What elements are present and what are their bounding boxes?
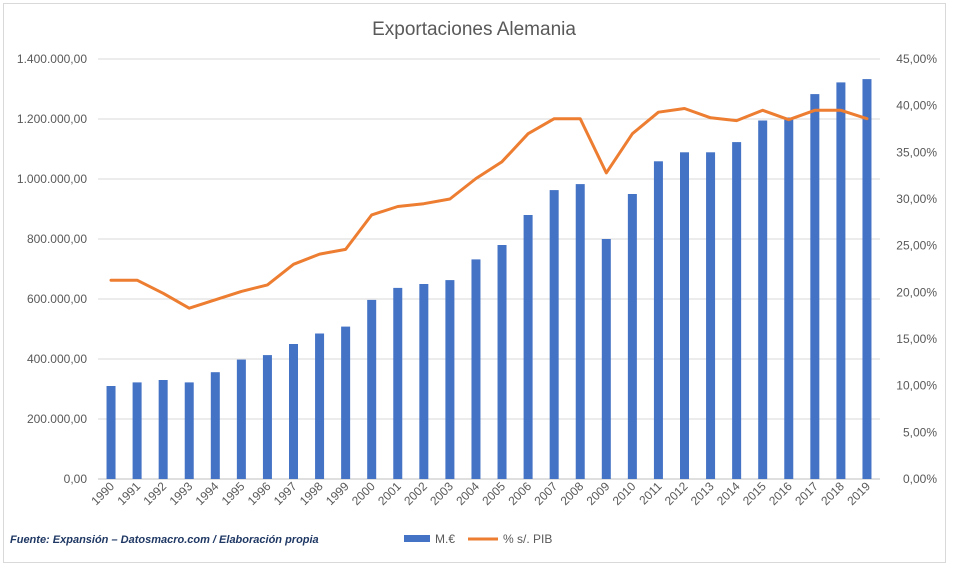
right-tick-label: 5,00%: [903, 425, 937, 439]
legend-bar-swatch: [404, 535, 430, 542]
bar: [862, 79, 872, 479]
bar: [210, 372, 220, 479]
right-tick-label: 40,00%: [896, 99, 937, 113]
right-tick-label: 0,00%: [903, 472, 937, 486]
x-tick-label: 2019: [844, 479, 873, 508]
left-tick-label: 1.000.000,00: [17, 172, 87, 186]
bar: [810, 94, 820, 479]
x-tick-label: 1995: [219, 479, 248, 508]
x-tick-label: 2007: [532, 479, 561, 508]
right-axis: 0,00% 5,00% 10,00% 15,00% 20,00% 25,00% 30,00%…: [896, 52, 937, 486]
x-tick-label: 2004: [453, 479, 482, 508]
bar: [289, 344, 298, 479]
x-tick-label: 2009: [584, 479, 613, 508]
right-tick-label: 20,00%: [896, 285, 937, 299]
right-tick-label: 15,00%: [896, 332, 937, 346]
left-tick-label: 1.400.000,00: [17, 52, 87, 66]
bar: [601, 239, 611, 479]
bar: [732, 142, 742, 479]
bar: [471, 259, 481, 479]
x-tick-label: 2003: [427, 479, 456, 508]
bar: [784, 117, 794, 479]
x-tick-label: 2017: [792, 479, 821, 508]
x-tick-label: 2001: [375, 479, 404, 508]
x-tick-label: 1991: [114, 479, 143, 508]
right-tick-label: 35,00%: [896, 145, 937, 159]
left-tick-label: 200.000,00: [27, 412, 87, 426]
x-tick-label: 2013: [688, 479, 717, 508]
bar: [341, 326, 351, 479]
bar: [680, 152, 689, 480]
bar: [627, 194, 637, 479]
bar: [419, 284, 429, 479]
bar: [393, 287, 403, 479]
x-tick-label: 1999: [323, 479, 352, 508]
right-tick-label: 10,00%: [896, 379, 937, 393]
pib-line: [109, 107, 869, 310]
bar: [706, 152, 716, 480]
line-series: [109, 107, 869, 310]
left-tick-label: 1.200.000,00: [17, 112, 87, 126]
bar: [445, 280, 455, 479]
x-axis: 1990199119921993199419951996199719981999…: [88, 479, 873, 508]
bar: [184, 382, 194, 479]
bar: [158, 380, 168, 479]
bar: [106, 386, 116, 479]
x-tick-label: 1998: [297, 479, 326, 508]
left-tick-label: 600.000,00: [27, 292, 87, 306]
bar-series: [106, 79, 872, 480]
x-tick-label: 1996: [245, 479, 274, 508]
bar: [836, 82, 846, 480]
bar: [262, 355, 272, 479]
bar: [367, 299, 377, 479]
source-note: Fuente: Expansión – Datosmacro.com / Ela…: [10, 534, 319, 546]
legend-bar-label: M.€: [435, 532, 455, 546]
right-tick-label: 30,00%: [896, 192, 937, 206]
x-tick-label: 2015: [740, 479, 769, 508]
left-tick-label: 0,00: [64, 472, 88, 486]
x-tick-label: 2008: [558, 479, 587, 508]
x-tick-label: 2002: [401, 479, 430, 508]
x-tick-label: 1992: [141, 479, 170, 508]
x-tick-label: 1990: [88, 479, 117, 508]
left-axis: 0,00 200.000,00 400.000,00 600.000,00 800.00…: [17, 52, 87, 486]
x-tick-label: 2000: [349, 479, 378, 508]
chart-title: Exportaciones Alemania: [372, 19, 576, 40]
x-tick-label: 1994: [193, 479, 222, 508]
right-tick-label: 45,00%: [896, 52, 937, 66]
x-tick-label: 2016: [766, 479, 795, 508]
left-tick-label: 400.000,00: [27, 352, 87, 366]
bar: [575, 184, 585, 479]
x-tick-label: 2018: [818, 479, 847, 508]
bar: [549, 190, 559, 479]
x-tick-label: 2010: [610, 479, 639, 508]
bar: [653, 161, 663, 480]
x-tick-label: 1993: [167, 479, 196, 508]
x-tick-label: 2012: [662, 479, 691, 508]
x-tick-label: 2014: [714, 479, 743, 508]
left-tick-label: 800.000,00: [27, 232, 87, 246]
bar: [236, 359, 246, 479]
x-tick-label: 2005: [479, 479, 508, 508]
bar: [132, 382, 142, 479]
legend: M.€ % s/. PIB: [404, 532, 552, 546]
bar: [315, 333, 325, 479]
bar: [758, 120, 768, 479]
bar: [497, 245, 507, 479]
gridlines: [98, 58, 880, 480]
bar: [523, 215, 533, 479]
right-tick-label: 25,00%: [896, 239, 937, 253]
x-tick-label: 2011: [636, 479, 664, 507]
x-tick-label: 1997: [271, 479, 300, 508]
legend-line-label: % s/. PIB: [503, 532, 552, 546]
x-tick-label: 2006: [505, 479, 534, 508]
